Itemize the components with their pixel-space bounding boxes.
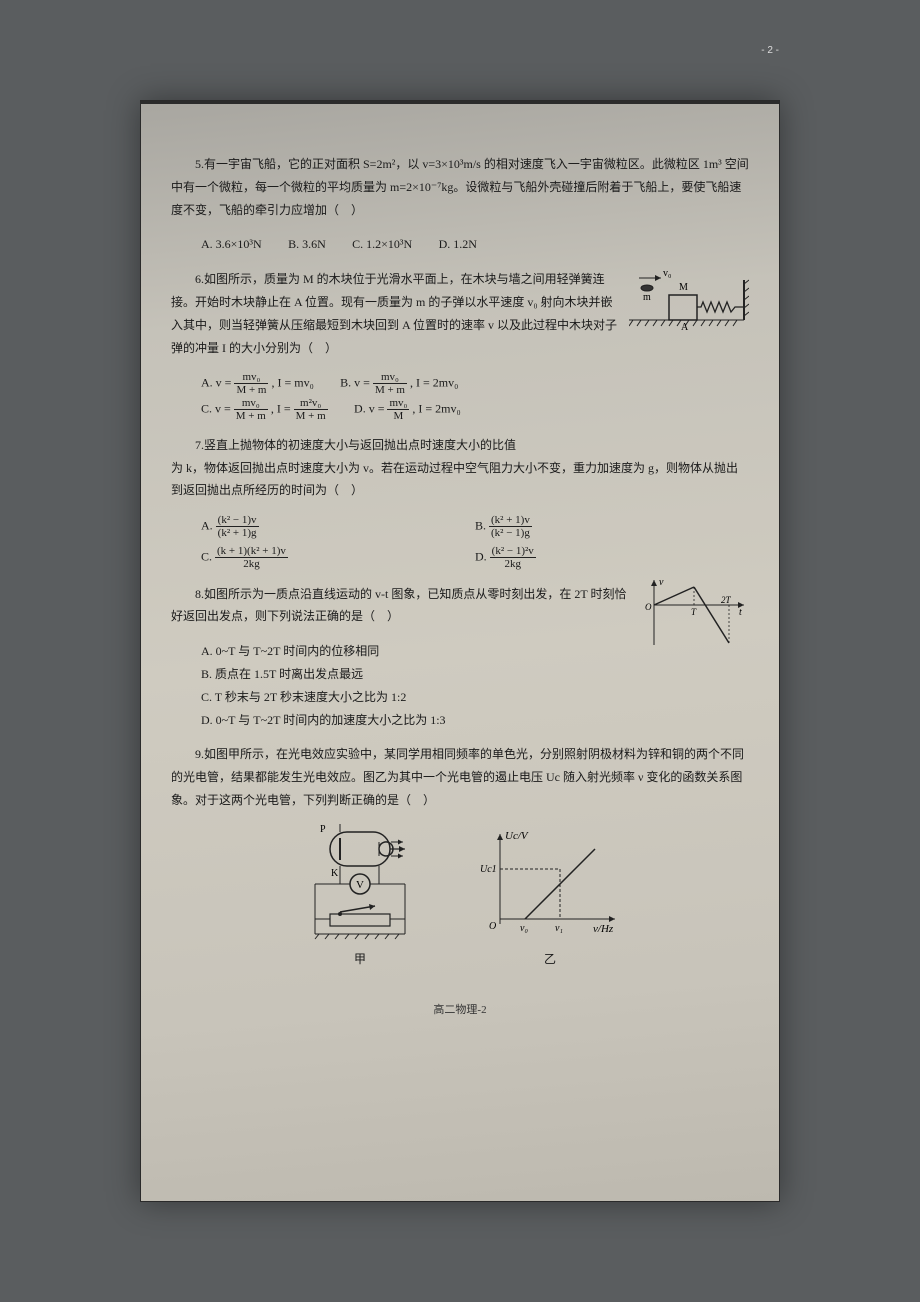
- q9b-Uc1: Uc1: [480, 864, 497, 875]
- q9b-xlabel: ν/Hz: [593, 923, 614, 935]
- q5-opt-d: D. 1.2N: [439, 233, 477, 256]
- top-border: [141, 101, 779, 104]
- q7-opt-c: C. (k + 1)(k² + 1)v2kg: [201, 545, 463, 570]
- q8-fig-2T: 2T: [721, 595, 732, 605]
- q6-figure: v₀ M m A: [629, 260, 749, 330]
- q5-opt-c: C. 1.2×10³N: [352, 233, 412, 256]
- q9-figures: V K P: [171, 824, 749, 971]
- q7-opt-b: B. (k² + 1)v(k² − 1)g: [475, 514, 737, 539]
- q9a-V: V: [356, 879, 364, 891]
- q8-opt-b: B. 质点在 1.5T 时离出发点最远: [201, 663, 749, 686]
- q8-fig-t: t: [739, 607, 742, 618]
- q7-stem1: 7.竖直上抛物体的初速度大小与返回抛出点时速度大小的比值: [171, 434, 749, 457]
- q7-opt-d: D. (k² − 1)²v2kg: [475, 545, 737, 570]
- q5-opt-a: A. 3.6×10³N: [201, 233, 262, 256]
- q7-options: A. (k² − 1)v(k² + 1)g C. (k + 1)(k² + 1)…: [201, 514, 749, 570]
- q7-opt-a: A. (k² − 1)v(k² + 1)g: [201, 514, 463, 539]
- q9-figure-b: Uc/V ν/Hz Uc1 O ν₀ ν₁ 乙: [475, 824, 625, 971]
- q8-figure: v t T 2T O: [639, 575, 749, 655]
- q9a-P: P: [320, 824, 326, 835]
- q8-fig-T: T: [691, 607, 697, 617]
- q9b-ylabel: Uc/V: [505, 830, 529, 842]
- q6-opt-a: A. v = mv₀M + m , I = mv₀: [201, 371, 314, 396]
- q6-fig-A: A: [681, 322, 689, 330]
- q6-opt-b: B. v = mv₀M + m , I = 2mv₀: [340, 371, 458, 396]
- q6-opt-d: D. v = mv₀M , I = 2mv₀: [354, 397, 461, 422]
- q9-figure-a: V K P: [295, 824, 425, 971]
- q5-stem: 5.有一宇宙飞船，它的正对面积 S=2m²，以 v=3×10³m/s 的相对速度…: [171, 153, 749, 221]
- exam-page: - 2 - 5.有一宇宙飞船，它的正对面积 S=2m²，以 v=3×10³m/s…: [140, 100, 780, 1202]
- page-number: - 2 -: [761, 41, 779, 60]
- q9b-v1: ν₁: [555, 923, 563, 934]
- q6-fig-M: M: [679, 282, 688, 293]
- q8-opt-d: D. 0~T 与 T~2T 时间内的加速度大小之比为 1:3: [201, 709, 749, 732]
- page-footer: 高二物理-2: [171, 1000, 749, 1021]
- q5-options: A. 3.6×10³N B. 3.6N C. 1.2×10³N D. 1.2N: [201, 233, 749, 256]
- q6-fig-m: m: [643, 292, 651, 303]
- q9a-K: K: [331, 868, 339, 879]
- q6-opt-c: C. v = mv₀M + m , I = m²v₀M + m: [201, 397, 328, 422]
- q8-opt-c: C. T 秒末与 2T 秒末速度大小之比为 1:2: [201, 686, 749, 709]
- q8-fig-O: O: [645, 602, 652, 612]
- q9b-v0: ν₀: [520, 923, 528, 934]
- q9-figA-label: 甲: [295, 948, 425, 971]
- q6-fig-v0: v₀: [663, 268, 672, 279]
- q8-fig-v: v: [659, 577, 664, 588]
- q9-stem: 9.如图甲所示，在光电效应实验中，某同学用相同频率的单色光，分别照射阴极材料为锌…: [171, 743, 749, 811]
- q7-stem2: 为 k，物体返回抛出点时速度大小为 v。若在运动过程中空气阻力大小不变，重力加速…: [171, 457, 749, 503]
- q5-opt-b: B. 3.6N: [288, 233, 326, 256]
- q6-options: A. v = mv₀M + m , I = mv₀ B. v = mv₀M + …: [201, 371, 749, 421]
- q9-figB-label: 乙: [475, 948, 625, 971]
- q9b-O: O: [489, 921, 496, 932]
